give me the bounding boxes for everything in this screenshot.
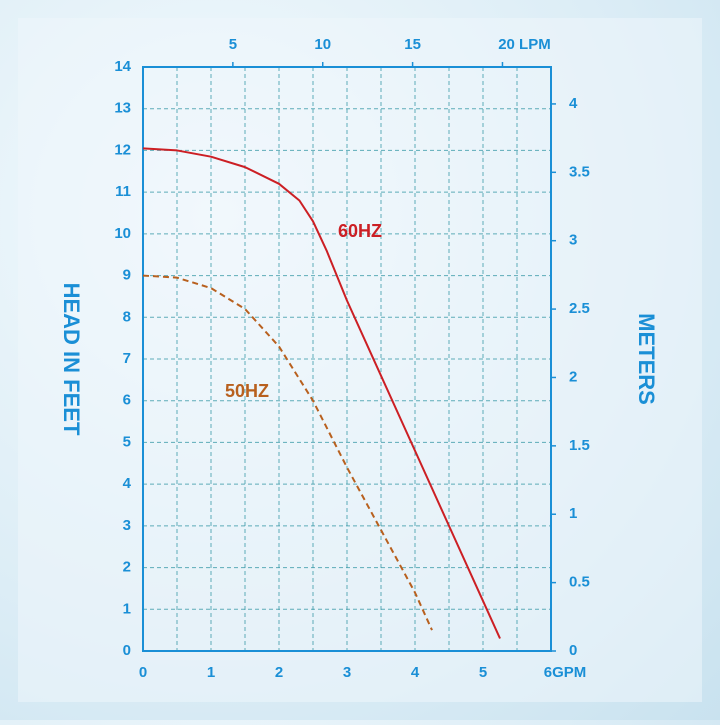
y-axis-label: HEAD IN FEET	[59, 283, 84, 436]
series-line	[142, 274, 433, 631]
y-tick-label: 10	[114, 225, 131, 242]
y2-tick-label: 2	[569, 368, 577, 385]
y2-tick-label: 1.5	[569, 437, 590, 454]
y2-axis-label: METERS	[634, 313, 659, 405]
y-tick-label: 12	[114, 141, 131, 158]
x-tick-label: 4	[411, 664, 420, 681]
x2-tick-label: 15	[404, 36, 421, 53]
y2-tick-label: 3	[569, 232, 577, 249]
y-tick-label: 5	[123, 433, 131, 450]
y-tick-label: 4	[123, 475, 132, 492]
y2-tick-label: 3.5	[569, 163, 590, 180]
x-tick-label: 2	[275, 664, 283, 681]
y-tick-label: 2	[123, 559, 131, 576]
y2-tick-label: 0.5	[569, 574, 590, 591]
y-tick-label: 14	[114, 58, 131, 75]
series-line	[142, 147, 501, 639]
y-tick-label: 3	[123, 517, 131, 534]
x-tick-label: 6GPM	[544, 664, 587, 681]
x2-tick-label: 20 LPM	[498, 36, 551, 53]
x2-tick-label: 5	[229, 36, 237, 53]
x-tick-label: 0	[139, 664, 147, 681]
y2-tick-label: 2.5	[569, 300, 590, 317]
y-tick-label: 7	[123, 350, 131, 367]
y-tick-label: 11	[115, 183, 131, 200]
y2-tick-label: 1	[569, 505, 577, 522]
y2-tick-label: 0	[569, 642, 577, 659]
x-tick-label: 3	[343, 664, 351, 681]
x2-tick-label: 10	[314, 36, 331, 53]
plot-frame	[142, 66, 552, 652]
x-tick-label: 5	[479, 664, 487, 681]
y2-tick-label: 4	[569, 95, 578, 112]
y-tick-label: 8	[123, 308, 131, 325]
series-label: 50HZ	[225, 381, 269, 401]
series-label: 60HZ	[338, 221, 382, 241]
panel	[18, 18, 702, 702]
x-tick-label: 1	[207, 664, 215, 681]
y-tick-label: 6	[123, 392, 131, 409]
y-tick-label: 1	[123, 600, 131, 617]
y-tick-label: 9	[123, 267, 131, 284]
y-tick-label: 13	[114, 100, 131, 117]
y-tick-label: 0	[123, 642, 131, 659]
